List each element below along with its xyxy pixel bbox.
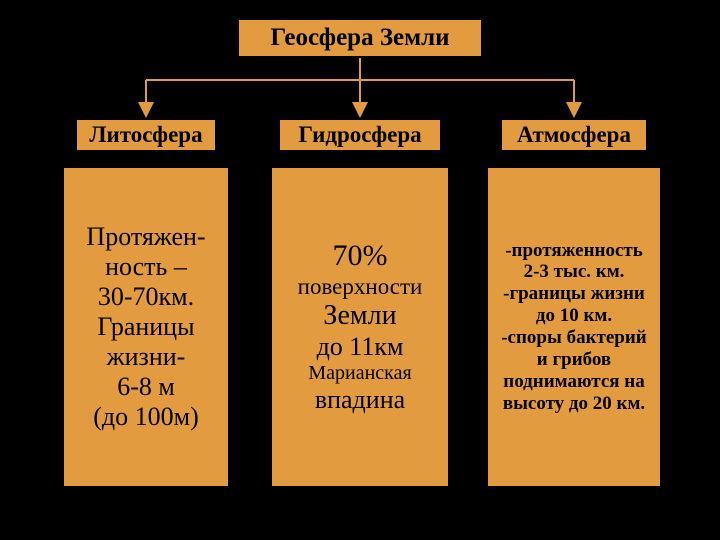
content-line: (до 100м) (93, 402, 199, 432)
content-line: до 11км (317, 332, 404, 362)
content-line: 2-3 тыс. км. (524, 261, 625, 283)
content-line: поверхности (298, 274, 423, 300)
content-line: -протяженность (505, 240, 643, 262)
content-line: 30-70км. (98, 282, 194, 312)
content-atmosphere: -протяженность2-3 тыс. км.-границы жизни… (486, 166, 662, 488)
content-line: до 10 км. (536, 305, 612, 327)
content-litosphere: Протяжен-ность –30-70км.Границыжизни-6-8… (62, 166, 230, 488)
header-text: Атмосфера (517, 122, 631, 148)
content-hydrosphere: 70%поверхностиЗемлидо 11кмМарианскаявпад… (270, 166, 450, 488)
content-line: 70% (333, 239, 388, 274)
content-line: Марианская (308, 362, 411, 385)
header-atmosphere: Атмосфера (500, 118, 648, 152)
content-line: жизни- (107, 342, 186, 372)
content-line: -границы жизни (503, 283, 645, 305)
content-line: -споры бактерий (501, 327, 647, 349)
content-line: 6-8 м (117, 372, 175, 402)
header-text: Литосфера (89, 122, 202, 148)
content-line: высоту до 20 км. (503, 393, 645, 415)
title-box: Геосфера Земли (237, 18, 483, 58)
content-line: Границы (97, 312, 194, 342)
header-text: Гидросфера (298, 122, 421, 148)
content-line: и грибов (537, 349, 611, 371)
content-line: Земли (323, 300, 396, 332)
content-line: поднимаются на (503, 371, 644, 393)
content-line: Протяжен- (86, 222, 205, 252)
title-text: Геосфера Земли (270, 24, 449, 52)
content-line: ность – (105, 252, 187, 282)
header-litosphere: Литосфера (75, 118, 217, 152)
header-hydrosphere: Гидросфера (278, 118, 442, 152)
content-line: впадина (315, 385, 405, 415)
